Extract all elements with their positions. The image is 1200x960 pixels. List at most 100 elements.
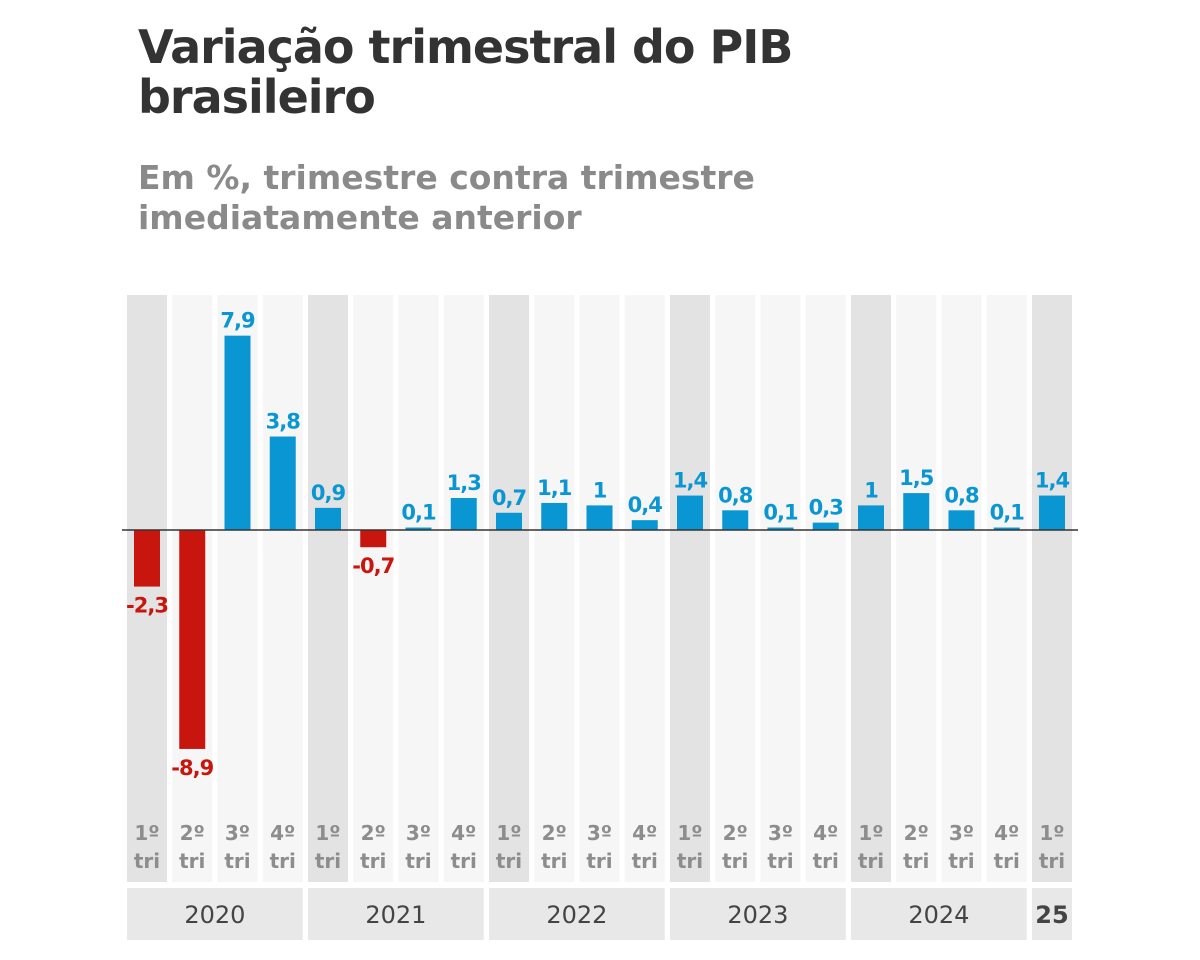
quarter-label: 2º bbox=[723, 821, 748, 845]
quarter-suffix: tri bbox=[722, 849, 748, 873]
data-label: 1,1 bbox=[537, 476, 572, 500]
quarter-label: 1º bbox=[134, 821, 159, 845]
bar bbox=[541, 502, 568, 530]
column-background bbox=[715, 295, 756, 882]
quarter-suffix: tri bbox=[134, 849, 160, 873]
year-label: 2024 bbox=[908, 901, 969, 929]
quarter-label: 3º bbox=[949, 821, 974, 845]
column-background bbox=[262, 295, 303, 882]
data-label: 1,4 bbox=[673, 469, 708, 493]
bar bbox=[722, 510, 749, 530]
year-band bbox=[670, 888, 846, 940]
quarter-suffix: tri bbox=[903, 849, 929, 873]
quarter-suffix: tri bbox=[677, 849, 703, 873]
quarter-suffix: tri bbox=[315, 849, 341, 873]
data-label: 0,1 bbox=[401, 501, 436, 525]
column-background bbox=[1032, 295, 1072, 882]
bar bbox=[858, 505, 884, 530]
column-background bbox=[941, 295, 982, 882]
chart-subtitle: Em %, trimestre contra trimestre imediat… bbox=[138, 158, 755, 237]
quarter-label: 1º bbox=[315, 821, 340, 845]
quarter-label: 2º bbox=[904, 821, 929, 845]
data-label: -2,3 bbox=[126, 594, 168, 618]
year-band bbox=[851, 888, 1027, 940]
data-label: 1,3 bbox=[447, 471, 481, 495]
quarter-label: 3º bbox=[406, 821, 431, 845]
column-background bbox=[127, 295, 167, 882]
quarter-suffix: tri bbox=[948, 849, 974, 873]
quarter-suffix: tri bbox=[405, 849, 431, 873]
quarter-suffix: tri bbox=[224, 849, 250, 873]
quarter-suffix: tri bbox=[496, 849, 522, 873]
column-background bbox=[534, 295, 575, 882]
bar bbox=[179, 530, 206, 749]
year-label: 2021 bbox=[365, 901, 426, 929]
bar bbox=[1039, 495, 1065, 530]
quarter-suffix: tri bbox=[813, 849, 839, 873]
quarter-label: 1º bbox=[858, 821, 883, 845]
data-label: 1,5 bbox=[899, 466, 934, 490]
quarter-suffix: tri bbox=[858, 849, 884, 873]
quarter-label: 3º bbox=[225, 821, 250, 845]
bar bbox=[812, 522, 839, 530]
column-background bbox=[308, 295, 348, 882]
data-label: 3,8 bbox=[266, 410, 301, 434]
bar bbox=[586, 505, 613, 530]
quarter-label: 2º bbox=[180, 821, 205, 845]
column-background bbox=[805, 295, 846, 882]
quarter-label: 2º bbox=[542, 821, 567, 845]
data-label: 0,9 bbox=[311, 481, 346, 505]
data-label: 0,8 bbox=[944, 483, 979, 507]
data-label: 1 bbox=[864, 478, 878, 502]
quarter-suffix: tri bbox=[451, 849, 477, 873]
quarter-suffix: tri bbox=[586, 849, 612, 873]
data-label: 1,4 bbox=[1035, 469, 1070, 493]
bar bbox=[993, 527, 1020, 530]
year-band bbox=[127, 888, 303, 940]
quarter-suffix: tri bbox=[541, 849, 567, 873]
bar bbox=[405, 527, 432, 530]
data-label: 1 bbox=[593, 478, 607, 502]
quarter-suffix: tri bbox=[767, 849, 793, 873]
bar bbox=[360, 530, 387, 548]
data-label: 0,8 bbox=[718, 483, 753, 507]
column-background bbox=[579, 295, 620, 882]
year-label: 2022 bbox=[546, 901, 607, 929]
quarter-suffix: tri bbox=[994, 849, 1020, 873]
data-label: 0,3 bbox=[809, 496, 843, 520]
bar bbox=[903, 493, 930, 530]
column-background bbox=[986, 295, 1027, 882]
column-background bbox=[489, 295, 529, 882]
data-label: 0,1 bbox=[763, 501, 798, 525]
quarter-suffix: tri bbox=[360, 849, 386, 873]
quarter-label: 4º bbox=[632, 821, 657, 845]
bar bbox=[224, 335, 251, 530]
data-label: -8,9 bbox=[171, 756, 213, 780]
bar bbox=[315, 507, 341, 530]
bar bbox=[767, 527, 794, 530]
bar bbox=[496, 512, 522, 530]
quarter-label: 4º bbox=[451, 821, 476, 845]
quarter-label: 4º bbox=[994, 821, 1019, 845]
quarter-label: 3º bbox=[768, 821, 793, 845]
year-band bbox=[308, 888, 484, 940]
bar bbox=[450, 498, 477, 530]
year-label: 25 bbox=[1035, 901, 1068, 929]
column-background bbox=[670, 295, 710, 882]
bar bbox=[269, 436, 296, 530]
quarter-label: 1º bbox=[1039, 821, 1064, 845]
data-label: 0,1 bbox=[990, 501, 1025, 525]
column-background bbox=[398, 295, 439, 882]
year-label: 2020 bbox=[184, 901, 245, 929]
quarter-suffix: tri bbox=[270, 849, 296, 873]
column-background bbox=[896, 295, 937, 882]
quarter-suffix: tri bbox=[632, 849, 658, 873]
column-background bbox=[624, 295, 665, 882]
quarter-label: 3º bbox=[587, 821, 612, 845]
quarter-suffix: tri bbox=[179, 849, 205, 873]
year-label: 2023 bbox=[727, 901, 788, 929]
chart-title: Variação trimestral do PIB brasileiro bbox=[138, 20, 793, 124]
quarter-label: 4º bbox=[270, 821, 295, 845]
bar bbox=[948, 510, 975, 530]
